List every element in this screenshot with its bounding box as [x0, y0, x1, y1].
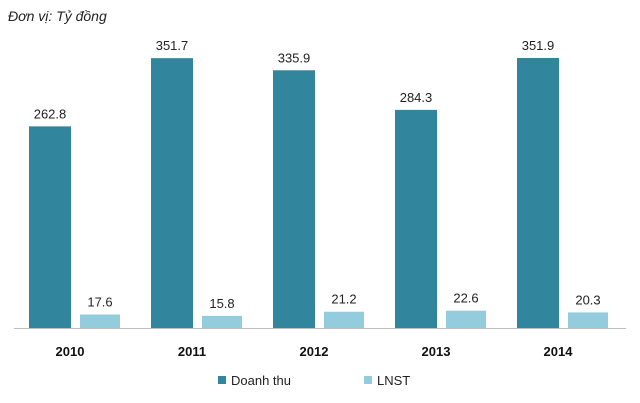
- bars-group: [29, 58, 608, 329]
- bar-lnst-2010: [80, 314, 120, 328]
- category-labels-group: 2010 2011 2012 2013 2014: [56, 344, 574, 359]
- value-label-doanh-thu-2014: 351.9: [522, 38, 555, 53]
- legend-swatch-doanh-thu: [218, 376, 226, 384]
- category-label-2014: 2014: [544, 344, 574, 359]
- value-label-lnst-2014: 20.3: [575, 292, 600, 307]
- value-label-doanh-thu-2013: 284.3: [400, 90, 433, 105]
- category-label-2013: 2013: [422, 344, 451, 359]
- bar-lnst-2012: [324, 311, 364, 328]
- bar-doanh-thu-2014: [517, 58, 559, 328]
- value-label-doanh-thu-2012: 335.9: [278, 50, 311, 65]
- bar-lnst-2013: [446, 310, 486, 328]
- bar-doanh-thu-2011: [151, 58, 193, 329]
- value-label-lnst-2011: 15.8: [209, 296, 234, 311]
- value-label-doanh-thu-2011: 351.7: [156, 38, 189, 53]
- unit-note: Đơn vị: Tỷ đồng: [8, 8, 107, 24]
- bar-lnst-2014: [568, 312, 608, 328]
- bar-doanh-thu-2010: [29, 126, 71, 328]
- legend-label-lnst: LNST: [377, 373, 410, 388]
- category-label-2012: 2012: [300, 344, 329, 359]
- category-label-2011: 2011: [178, 344, 206, 359]
- bar-lnst-2011: [202, 315, 242, 328]
- bar-doanh-thu-2013: [395, 109, 437, 328]
- value-label-doanh-thu-2010: 262.8: [34, 106, 67, 121]
- value-label-lnst-2010: 17.6: [87, 294, 112, 309]
- legend: Doanh thu LNST: [218, 373, 410, 388]
- legend-label-doanh-thu: Doanh thu: [231, 373, 291, 388]
- value-label-lnst-2013: 22.6: [453, 291, 478, 306]
- value-labels-group: 262.8 351.7 335.9 284.3 351.9 17.6 15.8 21.2 22.…: [34, 38, 601, 311]
- bar-doanh-thu-2012: [273, 70, 315, 328]
- legend-swatch-lnst: [364, 376, 372, 384]
- value-label-lnst-2012: 21.2: [331, 292, 356, 307]
- category-label-2010: 2010: [56, 344, 85, 359]
